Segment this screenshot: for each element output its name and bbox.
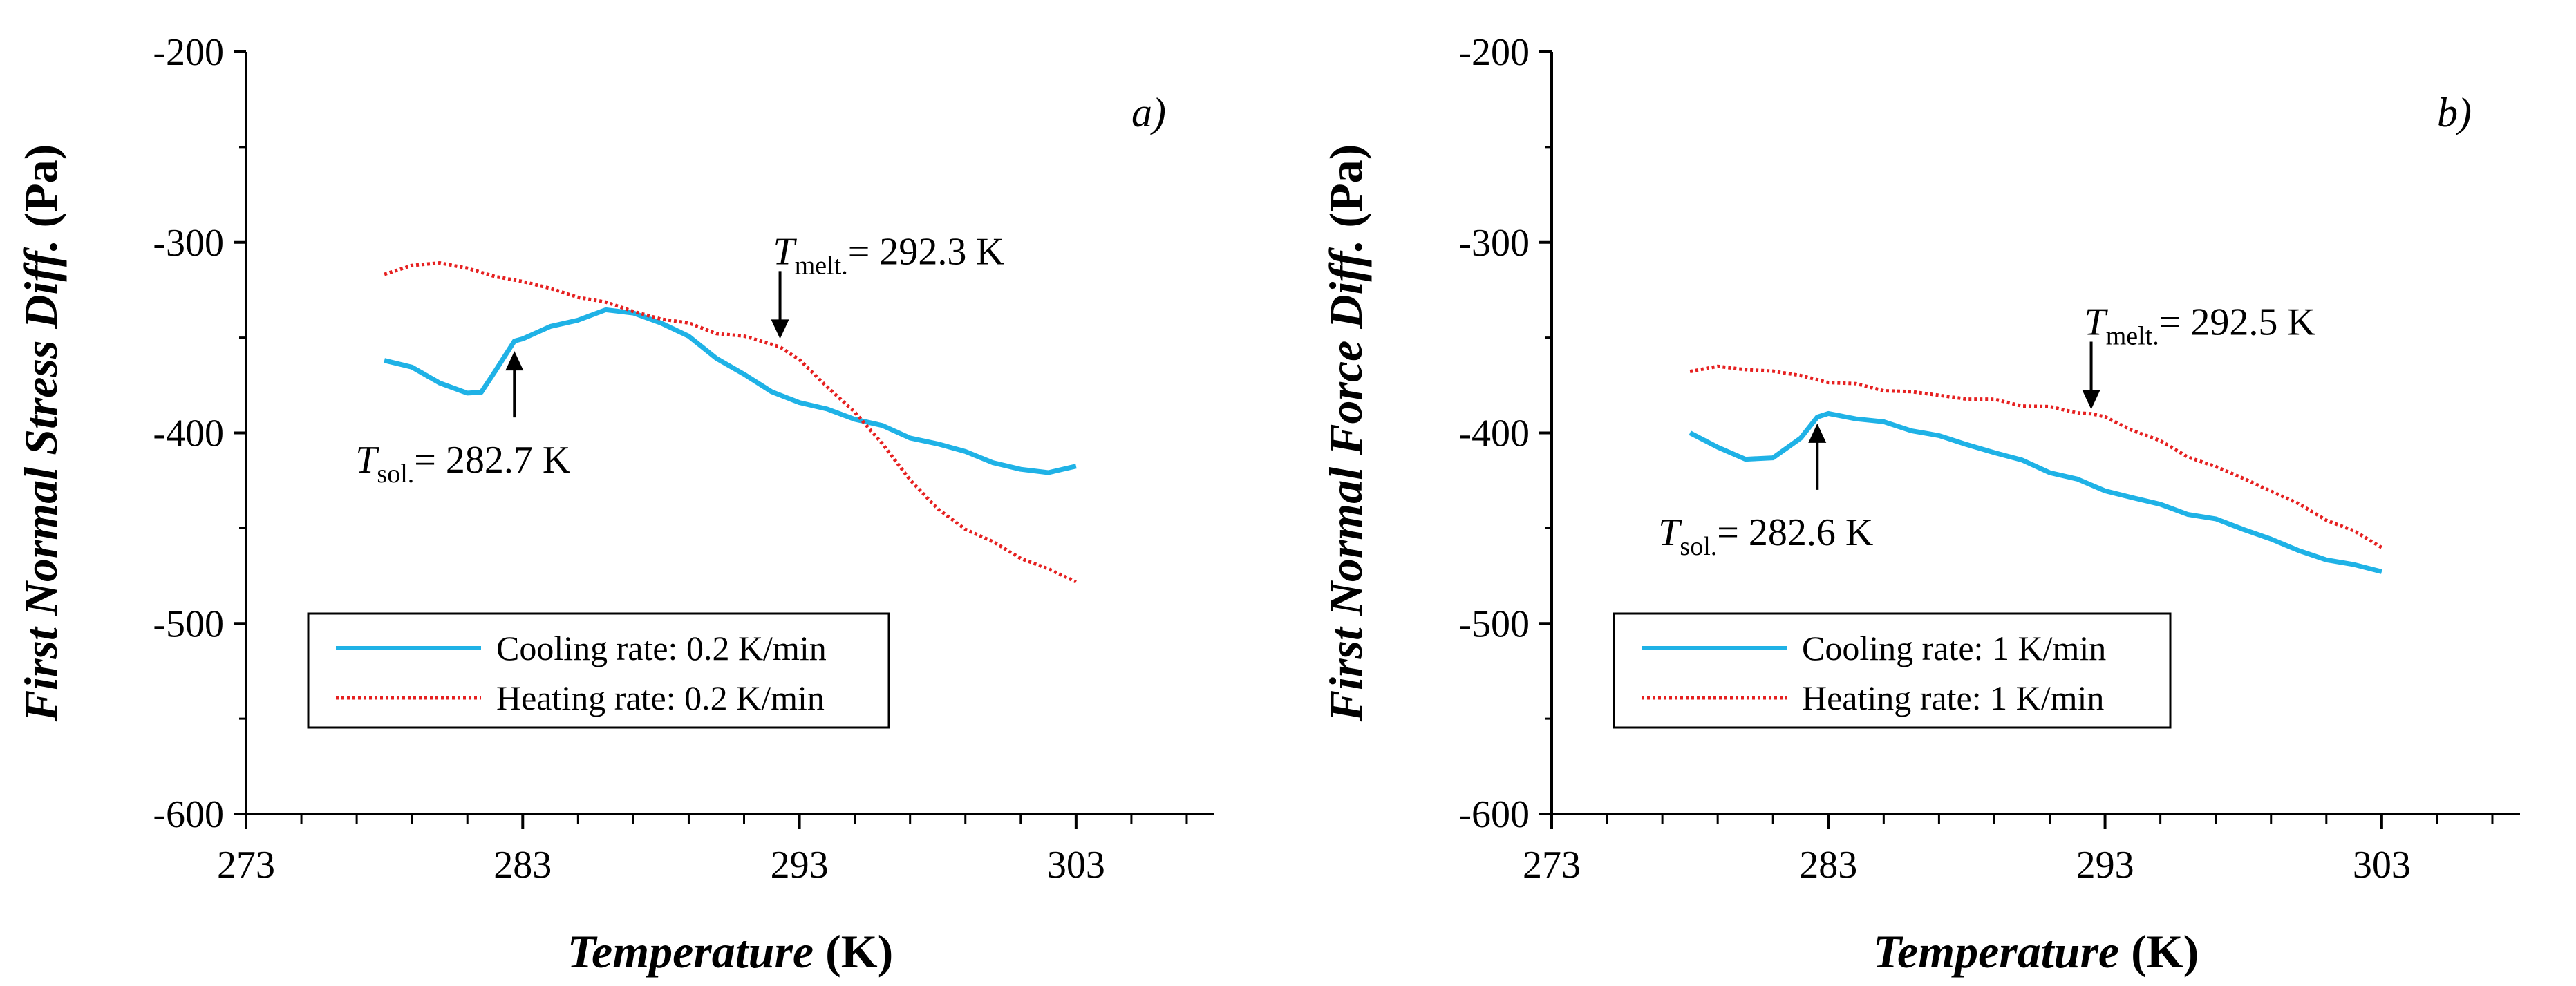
legend-label: Heating rate: 1 K/min [1802, 679, 2104, 717]
melt-temperature-annotation: Tmelt.= 292.5 K [2085, 301, 2315, 350]
x-tick-label: 273 [217, 844, 275, 887]
cooling-series-line [384, 307, 1077, 475]
y-tick-label: -600 [153, 793, 224, 836]
y-axis-title: First Normal Force Diff. (Pa) [1319, 144, 1372, 723]
x-tick-label: 283 [493, 844, 552, 887]
annotation-subscript: sol. [377, 459, 414, 489]
annotation-subscript: melt. [795, 251, 848, 280]
sol-temperature-annotation: Tsol.= 282.7 K [355, 439, 570, 489]
y-tick-label: -500 [153, 603, 224, 645]
annotation-value: = 282.6 K [1717, 511, 1873, 554]
panel-label: b) [2437, 90, 2472, 135]
x-tick-label: 283 [1799, 844, 1857, 887]
legend-box [307, 612, 890, 729]
annotation-value: = 292.5 K [2159, 301, 2315, 343]
annotation-symbol: T [2085, 301, 2109, 343]
x-tick-label: 293 [771, 844, 829, 887]
y-axis-title-unit: (Pa) [1319, 144, 1372, 228]
x-tick-label: 303 [2353, 844, 2411, 887]
y-tick-label: -400 [153, 413, 224, 455]
annotation-arrow-head [2082, 390, 2100, 410]
y-axis-title-unit: (Pa) [15, 144, 67, 228]
y-axis-title-text: First Normal Force Diff. [1319, 228, 1372, 723]
y-tick-label: -200 [1458, 31, 1530, 74]
y-tick-label: -400 [1458, 413, 1530, 455]
x-axis-title: Temperature (K) [1873, 925, 2199, 978]
heating-series-line [1689, 364, 2383, 549]
chart-panel-a: -200 -300 -400 -500 -600 273 283 293 303 Temperat… [15, 31, 1214, 978]
y-tick-label: -500 [1458, 603, 1530, 645]
y-tick-label: -300 [1458, 222, 1530, 265]
x-tick-label: 293 [2076, 844, 2134, 887]
x-tick-label: 273 [1523, 844, 1581, 887]
annotation-arrow-head [505, 351, 524, 371]
melt-temperature-annotation: Tmelt.= 292.3 K [773, 230, 1004, 280]
heating-series-line [384, 261, 1077, 584]
x-axis-title-unit: (K) [2131, 925, 2199, 978]
y-tick-label: -600 [1458, 793, 1530, 836]
annotation-subscript: sol. [1680, 532, 1717, 561]
y-tick-label: -300 [153, 222, 224, 265]
x-axis-title-unit: (K) [825, 925, 893, 978]
legend: Cooling rate: 0.2 K/min Heating rate: 0.2… [307, 612, 890, 729]
legend-label: Cooling rate: 0.2 K/min [496, 629, 827, 667]
annotation-symbol: T [1658, 511, 1682, 554]
panel-label: a) [1131, 90, 1166, 135]
legend-label: Heating rate: 0.2 K/min [496, 679, 825, 717]
x-axis-title-text: Temperature [1873, 925, 2131, 978]
legend: Cooling rate: 1 K/min Heating rate: 1 K/m… [1613, 612, 2172, 729]
x-axis-title: Temperature (K) [567, 925, 894, 978]
y-axis-title: First Normal Stress Diff. (Pa) [15, 144, 67, 723]
annotation-symbol: T [355, 439, 379, 482]
y-tick-label: -200 [153, 31, 224, 74]
legend-box [1613, 612, 2172, 729]
sol-temperature-annotation: Tsol.= 282.6 K [1658, 511, 1873, 561]
annotation-arrow-head [1808, 423, 1827, 443]
annotation-arrow-head [771, 319, 789, 339]
annotation-subscript: melt. [2106, 321, 2159, 350]
cooling-series-line [1689, 410, 2382, 574]
annotation-symbol: T [773, 230, 798, 273]
annotation-value: = 292.3 K [848, 230, 1004, 273]
annotation-value: = 282.7 K [414, 439, 570, 482]
legend-label: Cooling rate: 1 K/min [1802, 629, 2106, 667]
x-tick-label: 303 [1047, 844, 1105, 887]
x-axis-title-text: Temperature [567, 925, 825, 978]
y-axis-title-text: First Normal Stress Diff. [15, 228, 67, 723]
chart-panel-b: -200 -300 -400 -500 -600 273 283 293 303 Temperat… [1319, 31, 2520, 978]
